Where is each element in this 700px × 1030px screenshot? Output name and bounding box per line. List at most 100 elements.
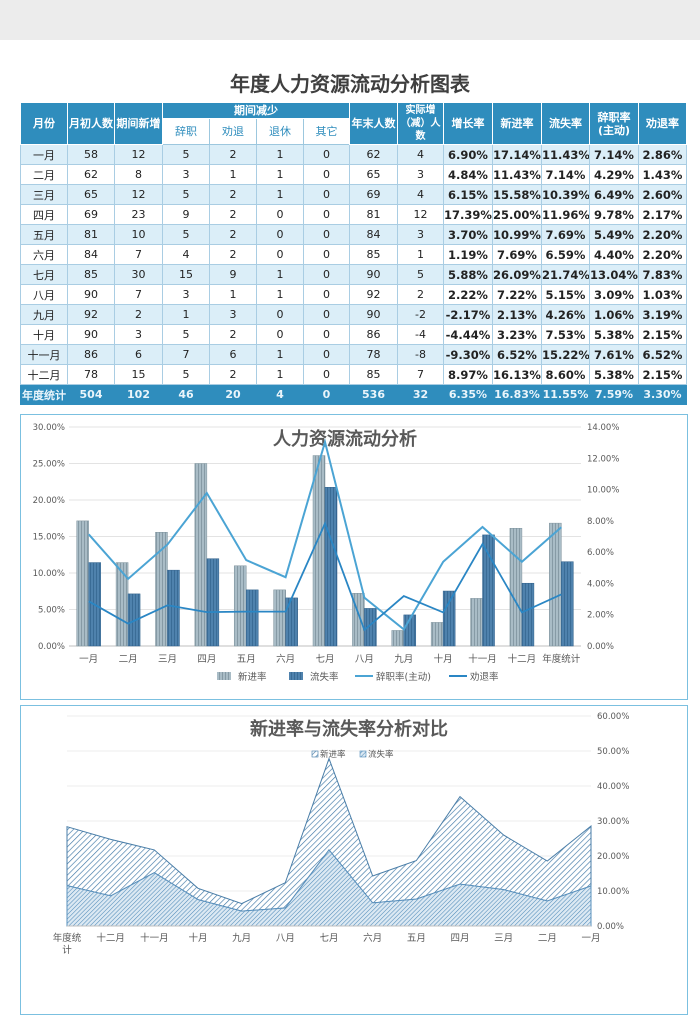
table-cell: 17.39% [443,204,493,225]
table-cell: 7 [397,364,444,385]
table-cell: 10 [114,224,163,245]
y2-tick-label: 20.00% [597,852,629,862]
flow-chart-panel: 0.00% 5.00% 10.00% 15.00% 20.00% 25.00% 30.00%… [20,414,688,700]
table-cell: 五月 [20,224,68,245]
x-tick-label: 年度统 [53,932,82,944]
y2-tick-label: 0.00% [597,922,624,932]
table-row: 十一月 86 6 7 6 1 0 78 -8 -9.30% 6.52% 15.22% 7.61% 6.52… [20,344,687,365]
table-cell: 21.74% [541,264,590,285]
table-cell: 4 [397,144,444,165]
table-cell: 7.69% [541,224,590,245]
x-tick-label: 十二月 [508,653,537,665]
table-cell: 69 [67,204,115,225]
bar-new-rate [76,520,89,647]
table-cell: 0 [256,304,304,325]
table-cell: 102 [114,384,163,405]
x-tick-label: 四月 [197,654,216,665]
table-cell: 30 [114,264,163,285]
table-row: 八月 90 7 3 1 1 0 92 2 2.22% 7.22% 5.15% 3.09% 1.03% [20,284,687,305]
table-cell: 5.88% [443,264,493,285]
table-cell: 0 [303,204,350,225]
table-cell: 2 [209,244,257,265]
y2-tick-label: 10.00% [587,486,619,496]
table-cell: 1 [397,244,444,265]
y2-tick-label: 14.00% [587,423,619,433]
table-cell: 0 [303,264,350,285]
x-tick-label: 六月 [276,653,295,665]
area-loss-rate [66,849,592,927]
table-cell: -4.44% [443,324,493,345]
table-cell: 九月 [20,304,68,325]
y-tick-label: 30.00% [33,423,65,433]
table-cell: 0 [256,204,304,225]
table-cell: 1 [256,144,304,165]
table-cell: 0 [303,284,350,305]
x-tick-label: 八月 [355,654,374,665]
legend-swatch [359,750,367,758]
table-cell: 7.61% [589,344,639,365]
table-cell: 0 [256,244,304,265]
table-cell: 7 [162,344,210,365]
bar-loss-rate [206,558,220,647]
table-cell: 5 [397,264,444,285]
table-cell: 二月 [20,164,68,185]
legend-label: 劝退率 [470,671,499,683]
x-tick-label: 九月 [232,932,251,944]
table-cell: 78 [67,364,115,385]
table-cell: 1 [256,184,304,205]
table-cell: 0 [303,344,350,365]
bar-new-rate [549,522,562,647]
y-tick-label: 5.00% [38,606,65,616]
table-cell: 4.40% [589,244,639,265]
x-tick-label: 二月 [538,933,557,944]
legend-label: 流失率 [368,749,394,760]
header-resignrate: 辞职率(主动) [589,102,639,145]
table-cell: 12 [397,204,444,225]
x-tick-label: 八月 [276,933,295,944]
y2-tick-label: 8.00% [587,517,614,527]
x-tick-label: 十月 [188,932,207,944]
y2-tick-label: 12.00% [587,454,619,464]
header-newrate: 新进率 [492,102,542,145]
x-tick-label: 六月 [363,932,382,944]
table-cell: 46 [162,384,210,405]
header-net: 实际增（减）人数 [397,102,444,145]
x-tick-label: 四月 [450,933,469,944]
table-cell: 5 [162,324,210,345]
table-cell: 84 [67,244,115,265]
table-cell: 90 [349,264,398,285]
table-cell: 1 [256,164,304,185]
y2-tick-label: 60.00% [597,712,629,722]
table-cell: 11.55% [541,384,590,405]
table-cell: 1 [256,344,304,365]
bar-new-rate [233,565,247,647]
table-cell: 0 [303,364,350,385]
table-cell: 11.43% [492,164,542,185]
y2-tick-label: 4.00% [587,579,614,589]
y-tick-label: 20.00% [33,496,65,506]
table-cell: 11.43% [541,144,590,165]
y-tick-label: 10.00% [33,569,65,579]
table-cell: 4 [162,244,210,265]
table-cell: 4.29% [589,164,639,185]
table-cell: 86 [349,324,398,345]
table-row: 三月 65 12 5 2 1 0 69 4 6.15% 15.58% 10.39% 6.49% 2.60% [20,184,687,205]
x-tick-label: 一月 [79,654,98,665]
table-cell: 85 [349,244,398,265]
table-cell: 2.20% [638,224,687,245]
header-retire: 退休 [256,118,304,145]
table-cell: 一月 [20,144,68,165]
table-cell: 69 [349,184,398,205]
table-cell: 3 [209,304,257,325]
table-cell: 2 [209,324,257,345]
table-cell: 23 [114,204,163,225]
x-tick-label: 七月 [315,654,334,665]
table-cell: -2 [397,304,444,325]
table-cell: 7.22% [492,284,542,305]
table-cell: 5 [162,224,210,245]
table-cell: 6.35% [443,384,493,405]
table-cell: 7 [114,244,163,265]
legend-label: 新进率 [320,749,346,760]
rate-comparison-chart: 0.00% 10.00% 20.00% 30.00% 40.00% 50.00% 60.00… [53,712,630,956]
line-dismiss-rate [88,521,562,632]
